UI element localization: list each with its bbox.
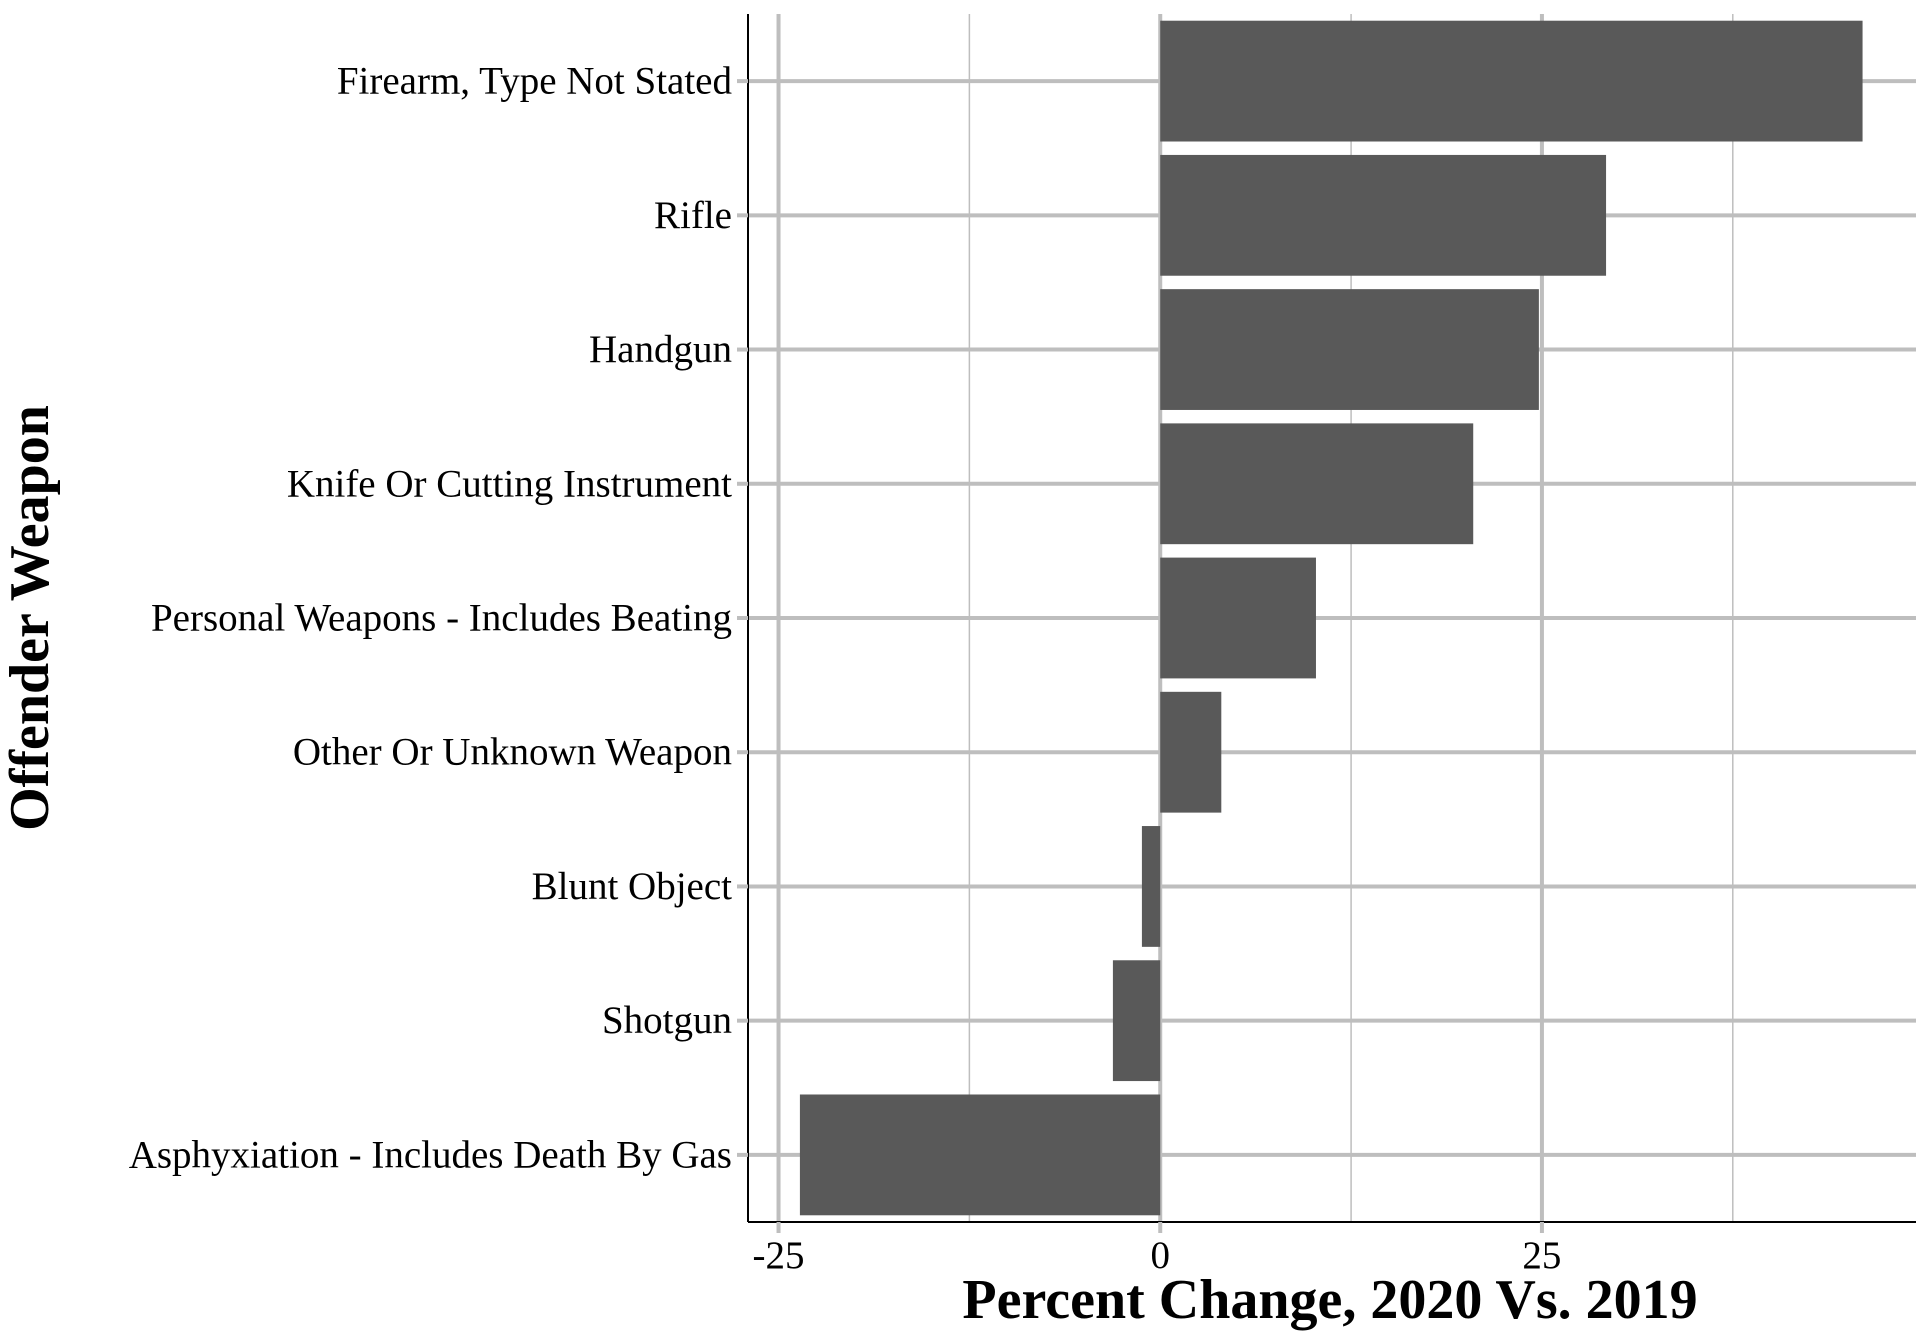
y-tick-label: Personal Weapons - Includes Beating <box>151 597 732 640</box>
y-tick-label: Shotgun <box>602 999 732 1042</box>
bar <box>1141 826 1161 947</box>
bar <box>1160 557 1316 679</box>
y-tick-labels: Firearm, Type Not Stated Rifle Handgun Knif… <box>129 60 733 1177</box>
y-tick-label: Other Or Unknown Weapon <box>293 731 732 774</box>
x-tick-label: 0 <box>1150 1234 1170 1277</box>
y-tick-label: Blunt Object <box>532 865 733 908</box>
bar <box>799 1094 1161 1216</box>
y-tick-label: Knife Or Cutting Instrument <box>287 462 732 505</box>
bar <box>1160 289 1539 410</box>
y-tick-label: Firearm, Type Not Stated <box>337 60 733 103</box>
y-tick-label: Handgun <box>589 328 732 371</box>
bar <box>1160 691 1222 813</box>
x-axis-title: Percent Change, 2020 Vs. 2019 <box>962 1269 1697 1331</box>
bar <box>1112 960 1161 1082</box>
axes <box>737 14 1916 1233</box>
x-tick-label: 25 <box>1522 1234 1561 1277</box>
y-axis-title: Offender Weapon <box>0 405 61 831</box>
x-tick-labels: -25 0 25 <box>753 1234 1562 1277</box>
y-tick-label: Rifle <box>654 194 732 237</box>
bar <box>1160 20 1863 142</box>
x-tick-label: -25 <box>753 1234 805 1277</box>
bar <box>1160 423 1474 545</box>
y-tick-label: Asphyxiation - Includes Death By Gas <box>129 1133 732 1176</box>
bar <box>1160 154 1607 276</box>
bars <box>799 20 1863 1216</box>
